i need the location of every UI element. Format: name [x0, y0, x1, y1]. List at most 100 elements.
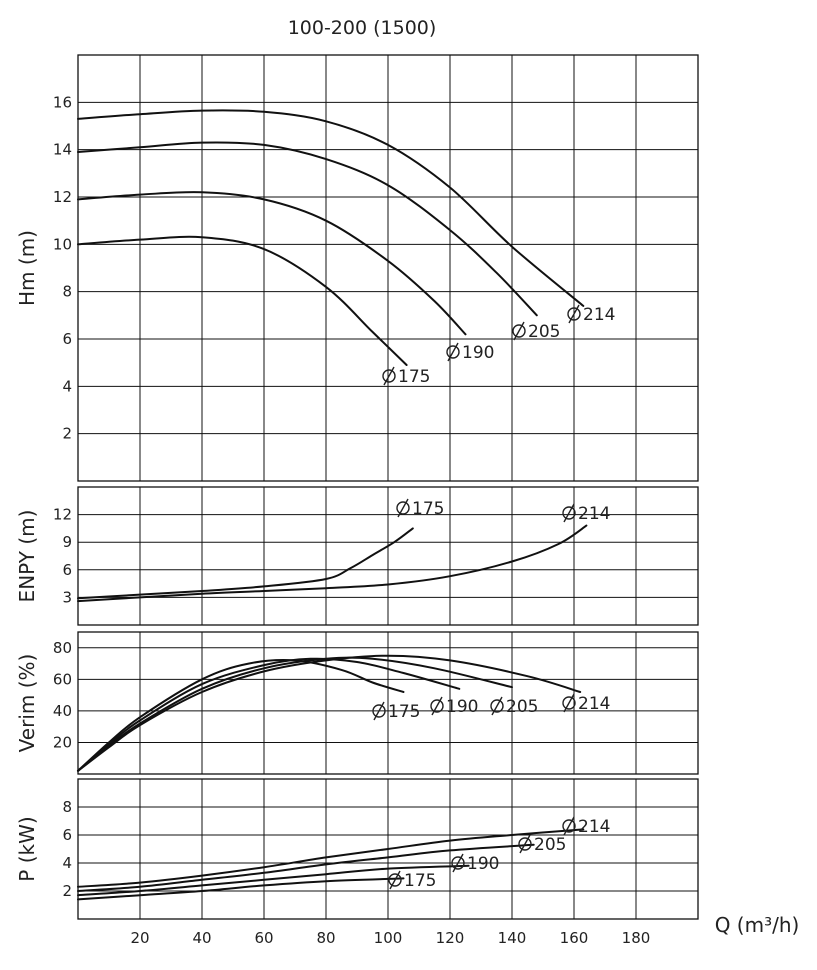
head-190-diameter-icon [446, 342, 460, 362]
power-curve-label-175: 175 [404, 871, 436, 891]
head-y-tick-label: 16 [53, 93, 72, 111]
power-y-tick-label: 2 [62, 882, 72, 900]
efficiency-190-diameter-icon [430, 696, 444, 716]
head-214-diameter-icon [567, 304, 581, 324]
power-frame [77, 778, 699, 920]
x-axis-label: Q (m³/h) [715, 913, 800, 937]
power-y-tick-label: 8 [62, 798, 72, 816]
npsh-curve-175 [77, 527, 414, 600]
efficiency-y-tick-label: 20 [53, 733, 72, 751]
x-tick-label: 40 [192, 929, 211, 947]
power-curve-214 [77, 828, 585, 888]
npsh-grid [78, 487, 698, 625]
efficiency-curve-190 [77, 657, 461, 772]
power-175-diameter-icon [388, 870, 402, 890]
head-curve-190 [77, 191, 467, 336]
npsh-curve-label-214: 214 [578, 504, 610, 524]
npsh-curve-label-175: 175 [412, 499, 444, 519]
npsh-y-tick-label: 9 [62, 533, 72, 551]
x-tick-label: 100 [374, 929, 403, 947]
head-curve-label-175: 175 [398, 367, 430, 387]
efficiency-175-diameter-icon [372, 701, 386, 721]
head-curve-205 [77, 141, 538, 317]
npsh-214-diameter-icon [562, 503, 576, 523]
efficiency-curves [77, 654, 582, 772]
efficiency-y-axis-label: Verim (%) [15, 654, 39, 753]
efficiency-curve-205 [77, 656, 513, 772]
head-y-ticks: 2 4 6 8 10 12 14 16 Hm (m) [15, 93, 72, 442]
npsh-175-diameter-icon [396, 498, 410, 518]
efficiency-curve-label-175: 175 [388, 702, 420, 722]
head-y-tick-label: 14 [53, 141, 72, 159]
npsh-curve-labels: 175 214 [396, 498, 610, 524]
efficiency-curve-labels: 175 190 205 214 [372, 693, 610, 722]
head-y-tick-label: 6 [62, 330, 72, 348]
npsh-panel: 3 6 9 12 ENPY (m) 175 214 [15, 486, 699, 626]
head-curve-label-205: 205 [528, 322, 560, 342]
head-y-tick-label: 4 [62, 377, 72, 395]
head-frame [77, 54, 699, 482]
head-y-tick-label: 10 [53, 235, 72, 253]
power-y-axis-label: P (kW) [15, 816, 39, 881]
power-curve-label-214: 214 [578, 817, 610, 837]
x-tick-label: 20 [130, 929, 149, 947]
head-205-diameter-icon [512, 321, 526, 341]
efficiency-205-diameter-icon [490, 696, 504, 716]
head-curve-175 [77, 235, 408, 366]
head-panel: 2 4 6 8 10 12 14 16 Hm (m) 214 205 190 175 [15, 54, 699, 482]
npsh-y-axis-label: ENPY (m) [15, 510, 39, 603]
power-curve-label-190: 190 [467, 854, 499, 874]
x-tick-label: 140 [498, 929, 527, 947]
efficiency-curve-label-205: 205 [506, 697, 538, 717]
head-y-axis-label: Hm (m) [15, 230, 39, 306]
head-curve-label-214: 214 [583, 305, 615, 325]
head-175-diameter-icon [382, 366, 396, 386]
head-curve-214 [77, 109, 585, 307]
efficiency-curve-214 [77, 654, 582, 772]
npsh-curves [77, 524, 588, 603]
head-curve-label-190: 190 [462, 343, 494, 363]
power-190-diameter-icon [451, 853, 465, 873]
efficiency-y-tick-label: 40 [53, 702, 72, 720]
efficiency-curve-label-214: 214 [578, 694, 610, 714]
head-y-tick-label: 2 [62, 425, 72, 443]
power-205-diameter-icon [518, 834, 532, 854]
head-y-tick-label: 8 [62, 283, 72, 301]
power-panel: 2 4 6 8 P (kW) 214 205 190 175 [15, 778, 699, 920]
npsh-y-tick-label: 12 [53, 506, 72, 524]
efficiency-frame [77, 631, 699, 775]
power-curve-190 [77, 864, 470, 897]
x-tick-label: 180 [622, 929, 651, 947]
power-y-ticks: 2 4 6 8 P (kW) [15, 798, 72, 900]
npsh-curve-214 [77, 524, 588, 603]
efficiency-panel: 20 40 60 80 Verim (%) 175 190 205 214 [15, 631, 699, 775]
x-tick-label: 120 [436, 929, 465, 947]
efficiency-y-tick-label: 80 [53, 639, 72, 657]
power-214-diameter-icon [562, 816, 576, 836]
efficiency-y-tick-label: 60 [53, 670, 72, 688]
chart-title: 100-200 (1500) [288, 17, 437, 39]
x-axis-ticks: 20 40 60 80 100 120 140 160 180 [130, 929, 650, 947]
efficiency-curve-label-190: 190 [446, 697, 478, 717]
npsh-y-tick-label: 6 [62, 561, 72, 579]
efficiency-curve-175 [77, 658, 405, 772]
power-curve-205 [77, 843, 535, 892]
power-y-tick-label: 4 [62, 854, 72, 872]
power-curves [77, 828, 585, 901]
x-tick-label: 60 [254, 929, 273, 947]
x-tick-label: 80 [316, 929, 335, 947]
power-curve-label-205: 205 [534, 835, 566, 855]
head-curve-labels: 214 205 190 175 [382, 304, 615, 387]
npsh-y-tick-label: 3 [62, 588, 72, 606]
power-curve-175 [77, 877, 405, 901]
head-y-tick-label: 12 [53, 188, 72, 206]
power-y-tick-label: 6 [62, 826, 72, 844]
head-curves [77, 109, 585, 366]
x-tick-label: 160 [560, 929, 589, 947]
npsh-frame [77, 486, 699, 626]
npsh-y-ticks: 3 6 9 12 ENPY (m) [15, 506, 72, 607]
efficiency-y-ticks: 20 40 60 80 Verim (%) [15, 639, 72, 753]
power-curve-labels: 214 205 190 175 [388, 816, 610, 891]
efficiency-214-diameter-icon [562, 693, 576, 713]
efficiency-grid [78, 632, 698, 774]
